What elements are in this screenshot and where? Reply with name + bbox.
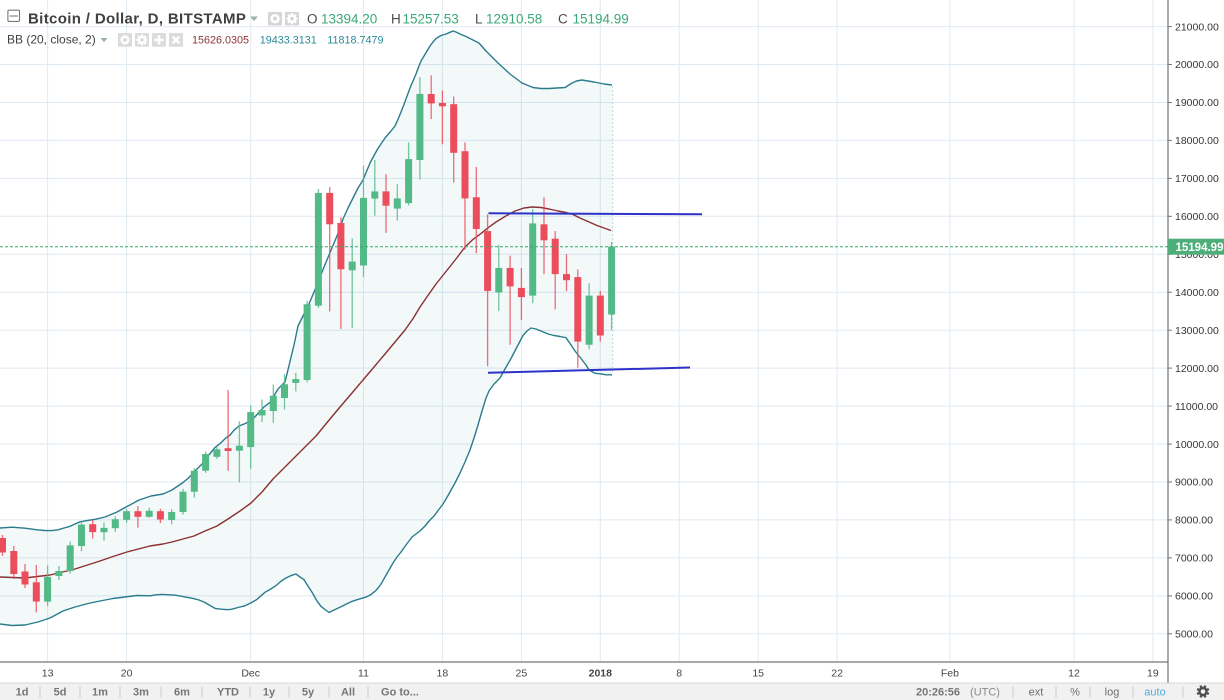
svg-text:13394.20: 13394.20 (321, 11, 377, 26)
svg-text:2018: 2018 (589, 668, 613, 680)
svg-text:(UTC): (UTC) (970, 687, 1000, 699)
svg-text:5d: 5d (54, 687, 67, 699)
svg-text:19433.3131: 19433.3131 (260, 34, 317, 46)
svg-text:15257.53: 15257.53 (403, 11, 459, 26)
svg-text:12910.58: 12910.58 (486, 11, 542, 26)
svg-text:13: 13 (42, 668, 54, 680)
svg-text:8000.00: 8000.00 (1175, 515, 1213, 527)
svg-text:15194.99: 15194.99 (1176, 242, 1224, 254)
svg-text:18: 18 (437, 668, 449, 680)
svg-text:7000.00: 7000.00 (1175, 553, 1213, 565)
svg-text:Go to...: Go to... (381, 687, 419, 699)
svg-text:6000.00: 6000.00 (1175, 591, 1213, 603)
svg-text:19000.00: 19000.00 (1175, 97, 1219, 109)
svg-text:Bitcoin / Dollar, D, BITSTAMP: Bitcoin / Dollar, D, BITSTAMP (28, 11, 246, 28)
svg-text:18000.00: 18000.00 (1175, 135, 1219, 147)
svg-text:20000.00: 20000.00 (1175, 59, 1219, 71)
svg-text:8: 8 (676, 668, 682, 680)
svg-text:All: All (341, 687, 355, 699)
svg-text:auto: auto (1144, 687, 1165, 699)
svg-text:1m: 1m (92, 687, 108, 699)
svg-text:H: H (391, 11, 401, 26)
svg-text:L: L (475, 11, 483, 26)
svg-text:22: 22 (831, 668, 843, 680)
svg-text:14000.00: 14000.00 (1175, 287, 1219, 299)
svg-text:11000.00: 11000.00 (1175, 401, 1218, 413)
svg-text:13000.00: 13000.00 (1175, 325, 1219, 337)
svg-text:3m: 3m (133, 687, 149, 699)
svg-text:6m: 6m (174, 687, 190, 699)
svg-text:15626.0305: 15626.0305 (192, 34, 249, 46)
svg-text:C: C (558, 11, 568, 26)
svg-text:15194.99: 15194.99 (573, 11, 629, 26)
svg-text:log: log (1105, 687, 1120, 699)
svg-text:Dec: Dec (241, 668, 260, 680)
svg-text:20:26:56: 20:26:56 (916, 687, 960, 699)
svg-text:12: 12 (1068, 668, 1080, 680)
svg-text:20: 20 (121, 668, 133, 680)
svg-text:11818.7479: 11818.7479 (327, 34, 383, 46)
svg-text:9000.00: 9000.00 (1175, 477, 1213, 489)
svg-text:15: 15 (752, 668, 764, 680)
svg-text:10000.00: 10000.00 (1175, 439, 1219, 451)
svg-text:5y: 5y (302, 687, 315, 699)
svg-text:ext: ext (1029, 687, 1044, 699)
svg-text:BB (20, close, 2): BB (20, close, 2) (7, 32, 96, 46)
svg-text:1y: 1y (263, 687, 276, 699)
svg-text:25: 25 (516, 668, 528, 680)
svg-text:17000.00: 17000.00 (1175, 173, 1219, 185)
svg-text:Feb: Feb (941, 668, 959, 680)
svg-text:1d: 1d (16, 687, 29, 699)
svg-text:%: % (1070, 687, 1080, 699)
svg-text:O: O (307, 11, 318, 26)
svg-text:19: 19 (1147, 668, 1159, 680)
svg-text:12000.00: 12000.00 (1175, 363, 1219, 375)
svg-text:5000.00: 5000.00 (1175, 629, 1213, 641)
svg-text:21000.00: 21000.00 (1175, 21, 1219, 33)
svg-text:16000.00: 16000.00 (1175, 211, 1219, 223)
svg-text:11: 11 (358, 668, 369, 680)
svg-text:YTD: YTD (217, 687, 239, 699)
